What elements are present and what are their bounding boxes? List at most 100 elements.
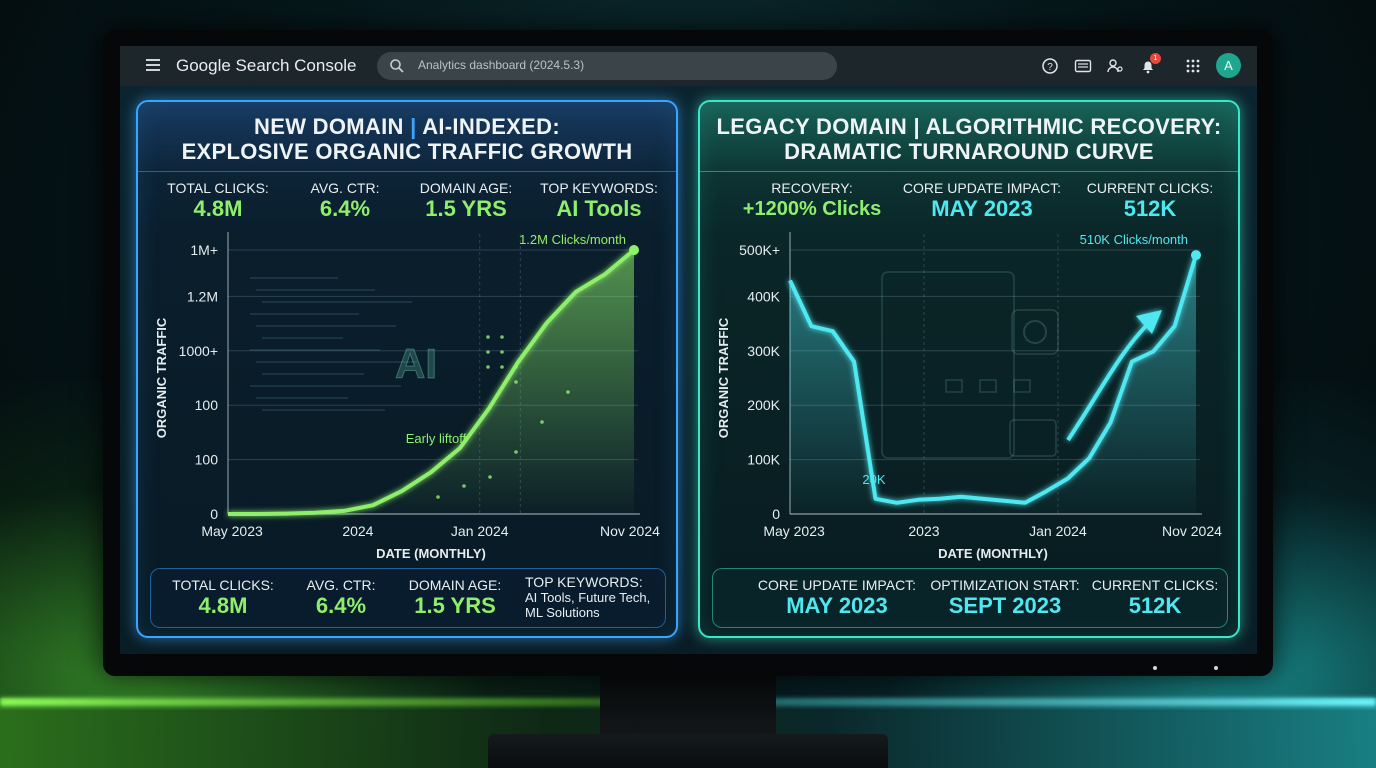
svg-text:?: ? [1047, 62, 1053, 73]
stat-value: 1.5 YRS [414, 593, 496, 618]
stat-label: CURRENT CLICKS: [1091, 577, 1219, 593]
menu-icon[interactable] [146, 59, 160, 71]
stat-value: MAY 2023 [786, 593, 888, 618]
stat-label: CORE UPDATE IMPACT: [902, 180, 1062, 196]
legacy-domain-panel: LEGACY DOMAIN | ALGORITHMIC RECOVERY: DR… [698, 100, 1240, 638]
y-tick-label: 500K+ [739, 242, 780, 258]
x-tick-label: Nov 2024 [1162, 523, 1222, 539]
stat-value: +1200% Clicks [742, 198, 882, 220]
x-tick-label: May 2023 [201, 523, 263, 539]
stat-value: 512K [1128, 593, 1182, 618]
stat-label: TOTAL CLICKS: [172, 577, 274, 593]
stat-label: CORE UPDATE IMPACT: [757, 577, 917, 593]
ai-watermark: AI [395, 340, 437, 387]
avatar[interactable]: A [1216, 53, 1241, 78]
stat-label: TOP KEYWORDS: [540, 180, 658, 196]
stat-domain-age: DOMAIN AGE: 1.5 YRS [406, 180, 526, 222]
particle-dot [566, 390, 570, 394]
y-axis-title: ORGANIC TRAFFIC [154, 317, 169, 438]
x-tick-label: Nov 2024 [600, 523, 660, 539]
monitor-stand-base [488, 734, 888, 768]
y-tick-label: 1M+ [190, 242, 218, 258]
screen: Google Search Console Analytics dashboar… [120, 46, 1257, 654]
panel-title: NEW DOMAIN | AI-INDEXED: EXPLOSIVE ORGAN… [138, 114, 676, 164]
stat-label: TOP KEYWORDS: [525, 574, 643, 590]
stat-value: 4.8M [198, 593, 248, 618]
particle-dot [486, 365, 490, 369]
summary-bar: TOTAL CLICKS: 4.8M AVG. CTR: 6.4% DOMAIN… [150, 568, 666, 628]
stat-core-update-impact: CORE UPDATE IMPACT: MAY 2023 [896, 180, 1068, 222]
annotation-label: Early liftoff [406, 431, 467, 446]
data-point [629, 245, 639, 255]
organic-traffic-chart: 0 100K 200K 300K 400K 500K+ May 2023 2023 Jan 20… [716, 232, 1222, 561]
title-line-2: EXPLOSIVE ORGANIC TRAFFIC GROWTH [181, 139, 633, 164]
stat-value: MAY 2023 [931, 196, 1033, 221]
monitor-led [1153, 666, 1157, 670]
x-tick-label: May 2023 [763, 523, 825, 539]
x-axis-title: DATE (MONTHLY) [938, 546, 1048, 561]
series-area [790, 255, 1196, 514]
top-app-bar: Google Search Console Analytics dashboar… [120, 46, 1257, 86]
particle-dot [486, 350, 490, 354]
stat-label: TOTAL CLICKS: [167, 180, 269, 196]
particle-dot [540, 420, 544, 424]
title-pipe: | [410, 114, 417, 139]
summary-total-clicks: TOTAL CLICKS: 4.8M [159, 577, 287, 619]
apps-grid-icon[interactable] [1184, 57, 1202, 75]
particle-dot [488, 475, 492, 479]
summary-core-update-impact: CORE UPDATE IMPACT: MAY 2023 [755, 577, 919, 619]
stat-current-clicks: CURRENT CLICKS: 512K [1084, 180, 1216, 222]
y-tick-label: 100 [195, 452, 219, 468]
y-tick-label: 300K [747, 343, 780, 359]
particle-dot [500, 365, 504, 369]
x-axis-title: DATE (MONTHLY) [376, 546, 486, 561]
summary-avg-ctr: AVG. CTR: 6.4% [289, 577, 393, 619]
keyboard-icon[interactable] [1074, 57, 1092, 75]
stat-recovery: RECOVERY: +1200% Clicks [722, 180, 902, 222]
stat-label: AVG. CTR: [310, 180, 380, 196]
particle-dot [462, 484, 466, 488]
summary-bar: CORE UPDATE IMPACT: MAY 2023 OPTIMIZATIO… [712, 568, 1228, 628]
x-tick-label: Jan 2024 [451, 523, 509, 539]
trend-arrow-head [1136, 310, 1162, 334]
monitor-led [1214, 666, 1218, 670]
monitor-stand-neck [600, 676, 776, 736]
peak-annotation: 510K Clicks/month [1080, 232, 1188, 247]
summary-optimization-start: OPTIMIZATION START: SEPT 2023 [925, 577, 1085, 619]
refresh-icon [1023, 320, 1047, 344]
peak-annotation: 1.2M Clicks/month [519, 232, 626, 247]
help-icon[interactable]: ? [1041, 57, 1059, 75]
particle-dot [514, 450, 518, 454]
sitemap-node [1013, 379, 1031, 393]
code-window-icon [1009, 419, 1057, 457]
stat-label: DOMAIN AGE: [408, 577, 502, 593]
stat-label: OPTIMIZATION START: [930, 577, 1080, 593]
particle-dot [436, 495, 440, 499]
series-line [788, 254, 1198, 505]
notification-badge: 1 [1150, 53, 1161, 64]
bell-icon[interactable] [1139, 57, 1157, 75]
stat-label: DOMAIN AGE: [419, 180, 513, 196]
keyword-line: ML Solutions [525, 605, 600, 620]
title-line-2: DRAMATIC TURNAROUND CURVE [784, 139, 1154, 164]
title-part: AI-INDEXED: [416, 114, 560, 139]
y-tick-label: 200K [747, 397, 780, 413]
summary-current-clicks: CURRENT CLICKS: 512K [1089, 577, 1221, 619]
search-input[interactable]: Analytics dashboard (2024.5.3) [377, 52, 837, 80]
y-tick-label: 1.2M [187, 288, 218, 304]
x-tick-label: 2023 [908, 523, 939, 539]
y-tick-label: 1000+ [179, 343, 218, 359]
organic-traffic-chart: 0 100 100 1000+ 1.2M 1M+ May 2023 2024 Jan 2024 N… [154, 232, 660, 561]
trend-arrow [1066, 322, 1150, 442]
stat-label: AVG. CTR: [306, 577, 376, 593]
manage-users-icon[interactable] [1106, 57, 1124, 75]
product-name[interactable]: Google Search Console [176, 56, 357, 75]
y-tick-label: 0 [210, 506, 218, 522]
title-part: NEW DOMAIN [254, 114, 411, 139]
stat-top-keywords: TOP KEYWORDS: AI Tools [536, 180, 662, 222]
particle-dot [486, 335, 490, 339]
stat-value: 1.5 YRS [425, 196, 507, 221]
y-tick-label: 400K [747, 288, 780, 304]
search-placeholder: Analytics dashboard (2024.5.3) [418, 58, 585, 72]
panel-title: LEGACY DOMAIN | ALGORITHMIC RECOVERY: DR… [700, 114, 1238, 164]
